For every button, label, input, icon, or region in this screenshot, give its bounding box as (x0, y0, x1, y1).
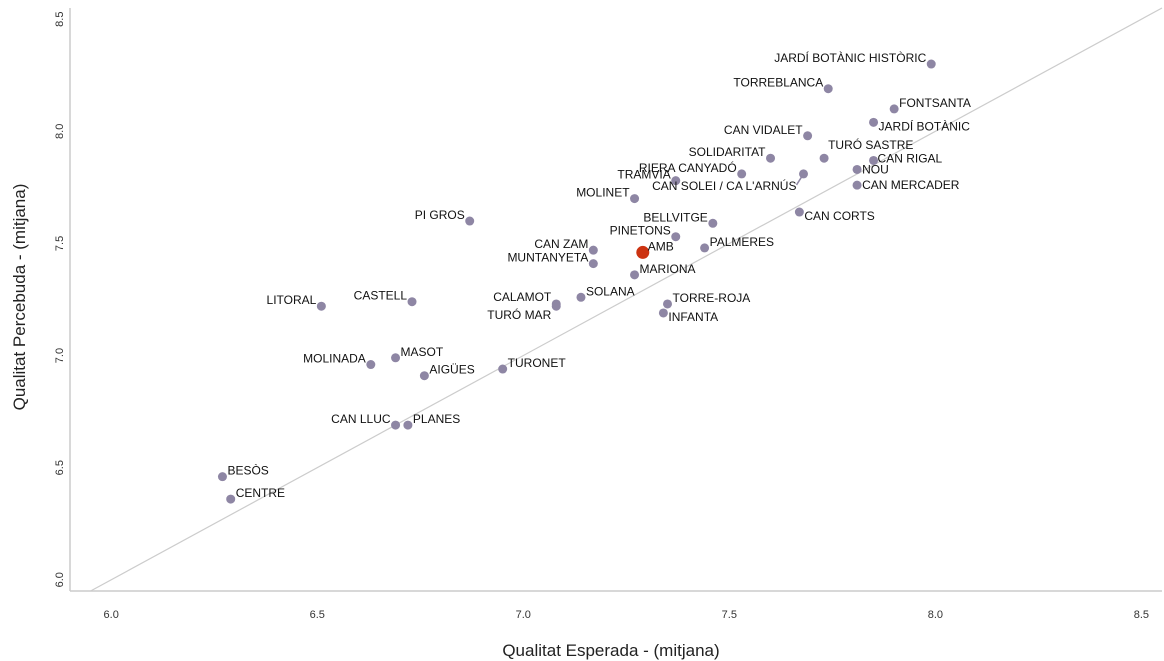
y-tick-label: 6.5 (54, 460, 66, 475)
data-point-label: CAN LLUC (331, 412, 391, 426)
x-tick-label: 7.0 (516, 609, 531, 621)
y-axis-ticks: 6.0 6.5 7.0 7.5 8.0 8.5 (54, 12, 66, 588)
data-point-label: TORRE-ROJA (673, 291, 751, 305)
data-point (794, 207, 804, 217)
data-point (366, 360, 376, 370)
data-point-label: CASTELL (354, 289, 408, 303)
data-point (391, 353, 401, 363)
data-point (708, 218, 718, 228)
data-point (588, 259, 598, 269)
data-point (465, 216, 475, 226)
data-point-label: BELLVITGE (643, 210, 707, 224)
data-point-label: RIERA CANYADÓ (639, 160, 737, 175)
data-point-label: TURÓ SASTRE (828, 137, 913, 152)
data-point (636, 245, 650, 259)
data-point-label: PLANES (413, 412, 460, 426)
x-axis-title: Qualitat Esperada - (mitjana) (502, 641, 719, 660)
data-point (889, 104, 899, 114)
x-tick-label: 6.5 (310, 609, 325, 621)
data-point-label: CAN VIDALET (724, 123, 803, 137)
y-tick-label: 8.5 (54, 12, 66, 27)
data-point-label: CAN RIGAL (878, 151, 943, 165)
data-point-label: MUNTANYETA (507, 251, 588, 265)
data-point-label: MOLINET (576, 186, 630, 200)
data-point-label: CAN MERCADER (862, 178, 960, 192)
data-point-label: CALAMOT (493, 290, 552, 304)
data-point (391, 420, 401, 430)
y-tick-label: 6.0 (54, 572, 66, 587)
data-point (766, 153, 776, 163)
data-point-label: INFANTA (668, 310, 718, 324)
data-point (823, 84, 833, 94)
data-point-label: PI GROS (415, 208, 465, 222)
data-point-label: CAN ZAM (534, 237, 588, 251)
data-point-label: CENTRE (236, 486, 285, 500)
data-point-label: TORREBLANCA (733, 76, 823, 90)
data-point-label: LITORAL (267, 293, 317, 307)
data-point (498, 364, 508, 374)
data-point-label: JARDÍ BOTÀNIC (879, 118, 971, 133)
data-point (852, 180, 862, 190)
data-point-label: MASOT (401, 345, 444, 359)
label-leader-line (795, 173, 805, 186)
data-point (671, 176, 681, 186)
data-point (588, 245, 598, 255)
data-point-label: FONTSANTA (899, 96, 971, 110)
data-point (551, 301, 561, 311)
data-point-label: SOLANA (586, 284, 635, 298)
data-point (803, 131, 813, 141)
x-tick-label: 7.5 (722, 609, 737, 621)
data-point-label: TURONET (508, 356, 567, 370)
data-point-label: AIGÜES (429, 363, 474, 377)
data-point (217, 472, 227, 482)
data-point (576, 292, 586, 302)
data-point (700, 243, 710, 253)
data-point (407, 297, 417, 307)
y-tick-label: 8.0 (54, 124, 66, 139)
data-point (630, 194, 640, 204)
data-point (926, 59, 936, 69)
reference-diagonal-line (90, 7, 1163, 592)
data-point-label: BESÒS (227, 463, 268, 478)
data-point (737, 169, 747, 179)
x-tick-label: 8.5 (1134, 609, 1149, 621)
y-tick-label: 7.0 (54, 348, 66, 363)
x-tick-label: 8.0 (928, 609, 943, 621)
data-point-label: AMB (648, 239, 674, 253)
data-point-label: SOLIDARITAT (689, 145, 767, 159)
data-point-label: PINETONS (610, 224, 671, 238)
data-point-label: PALMERES (710, 235, 774, 249)
data-points: JARDÍ BOTÀNIC HISTÒRIC TORREBLANCA FONTSAN… (217, 50, 971, 504)
data-point (403, 420, 413, 430)
data-point (658, 308, 668, 318)
data-point (852, 164, 862, 174)
data-point (226, 494, 236, 504)
plot-frame (69, 8, 1162, 592)
data-point (869, 117, 879, 127)
x-axis-ticks: 6.0 6.5 7.0 7.5 8.0 8.5 (104, 609, 1149, 621)
data-point-label: JARDÍ BOTÀNIC HISTÒRIC (774, 50, 926, 65)
data-point-label: MOLINADA (303, 352, 366, 366)
data-point-label: MARIONA (640, 262, 696, 276)
data-point (663, 299, 673, 309)
x-tick-label: 6.0 (104, 609, 119, 621)
data-point-label: TURÓ MAR (487, 307, 551, 322)
y-axis-title: Qualitat Percebuda - (mitjana) (10, 184, 29, 411)
data-point-label: TRAMVIA (617, 168, 670, 182)
y-tick-label: 7.5 (54, 236, 66, 251)
data-point (869, 155, 879, 165)
data-point (316, 301, 326, 311)
data-point-label: NOU (862, 162, 889, 176)
data-point (819, 153, 829, 163)
data-point (671, 232, 681, 242)
data-point (419, 371, 429, 381)
data-point (630, 270, 640, 280)
data-point-label: CAN CORTS (804, 209, 874, 223)
data-point-label: CAN SOLEI / CA L'ARNÚS (652, 178, 796, 193)
